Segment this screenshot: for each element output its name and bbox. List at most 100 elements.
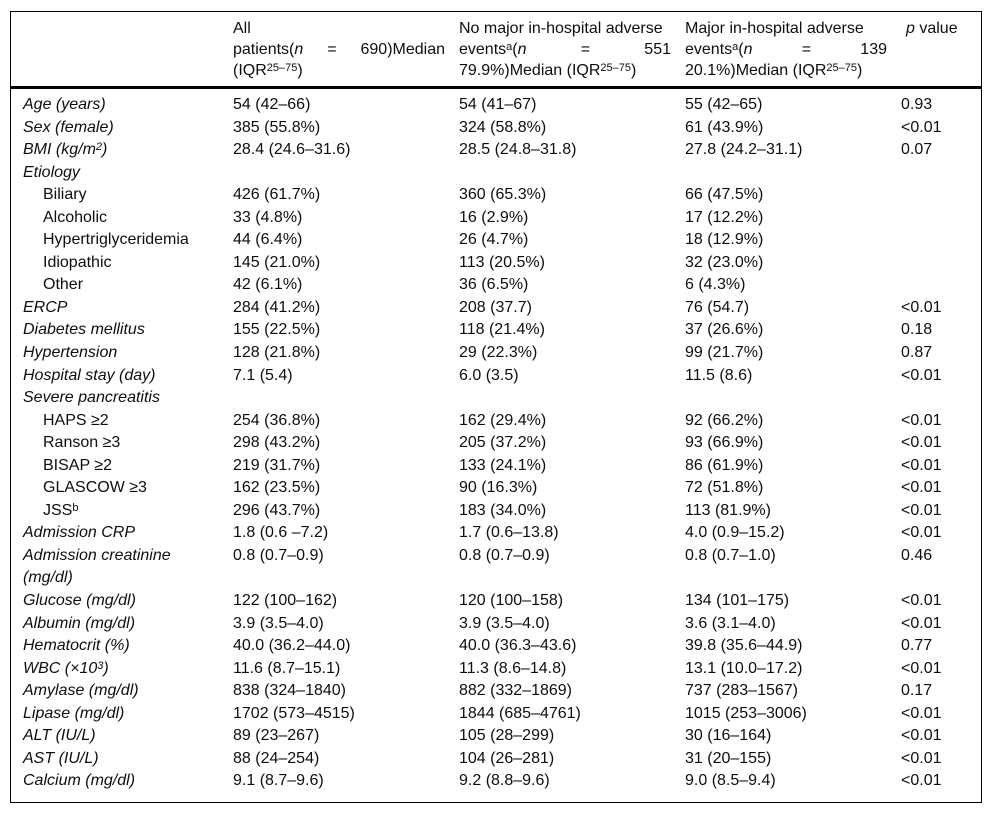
row-label: Severe pancreatitis — [11, 387, 233, 410]
cell-value: 1702 (573–4515) — [233, 704, 355, 722]
table-row: BISAP ≥2 219 (31.7%) 133 (24.1%) 86 (61.9%)… — [11, 455, 981, 478]
cell-value: 27.8 (24.2–31.1) — [685, 141, 803, 159]
table-row: Calcium (mg/dl) 9.1 (8.7–9.6) 9.2 (8.8–9.6… — [11, 770, 981, 793]
cell-value: 72 (51.8%) — [685, 479, 764, 497]
cell-p-value: 0.87 — [901, 344, 933, 362]
cell-value: 54 (42–66) — [233, 96, 311, 113]
table-row: Biliary 426 (61.7%) 360 (65.3%) 66 (47.5%) — [11, 184, 981, 207]
cell-value: 426 (61.7%) — [233, 186, 321, 204]
cell-value: 17 (12.2%) — [685, 208, 764, 226]
cell-value: 838 (324–1840) — [233, 682, 346, 700]
cell-value: 9.0 (8.5–9.4) — [685, 772, 776, 790]
cell-value: 29 (22.3%) — [459, 344, 538, 362]
superscript-text: 25–75 — [266, 62, 298, 74]
text-segment: = 690)Median — [303, 41, 445, 58]
cell-value: 0.8 (0.7–0.9) — [233, 546, 324, 564]
cell-value: 66 (47.5%) — [685, 186, 764, 204]
text-segment: Age (years) — [23, 96, 106, 113]
cell-value: 3.9 (3.5–4.0) — [459, 614, 550, 632]
cell-p-value: <0.01 — [901, 298, 942, 316]
row-label: Hypertriglyceridemia — [11, 229, 233, 252]
text-segment: ) — [102, 141, 108, 159]
table-row: Severe pancreatitis — [11, 387, 981, 410]
table-body: Age (years) 54 (42–66) 54 (41–67) 55 (42–65… — [11, 89, 981, 802]
cell-value: 55 (42–65) — [685, 96, 763, 113]
cell-value: 1.8 (0.6 –7.2) — [233, 524, 329, 542]
cell-value: 31 (20–155) — [685, 749, 772, 767]
row-label: ALT (IU/L) — [11, 725, 233, 748]
cell-p-value: <0.01 — [901, 366, 942, 384]
cell-value: 0.8 (0.7–1.0) — [685, 546, 776, 564]
row-label: Hematocrit (%) — [11, 635, 233, 658]
header-cell-empty — [11, 18, 233, 81]
cell-value: 113 (81.9%) — [685, 501, 771, 519]
cell-value: 183 (34.0%) — [459, 501, 547, 519]
table-row: Etiology — [11, 162, 981, 185]
cell-p-value: 0.46 — [901, 546, 933, 564]
cell-value: 16 (2.9%) — [459, 208, 529, 226]
cell-value: 42 (6.1%) — [233, 276, 303, 294]
cell-value: 118 (21.4%) — [459, 321, 545, 339]
cell-value: 88 (24–254) — [233, 749, 320, 767]
superscript-text: 25–75 — [826, 62, 857, 74]
cell-value: 40.0 (36.3–43.6) — [459, 637, 577, 655]
text-segment: WBC (×10 — [23, 659, 98, 677]
header-line: eventsa(n = 551 — [459, 39, 671, 60]
cell-value: 37 (26.6%) — [685, 321, 764, 339]
cell-value: 18 (12.9%) — [685, 231, 764, 249]
cell-value: 26 (4.7%) — [459, 231, 529, 249]
text-segment: BISAP ≥2 — [43, 456, 112, 474]
superscript-text: a — [732, 41, 739, 53]
header-line: 20.1%)Median (IQR25–75) — [685, 60, 887, 81]
cell-value: 28.4 (24.6–31.6) — [233, 141, 351, 159]
cell-value: 6 (4.3%) — [685, 276, 746, 294]
text-segment: ERCP — [23, 298, 68, 316]
text-segment: Hematocrit (%) — [23, 637, 130, 655]
cell-value: 30 (16–164) — [685, 727, 772, 745]
text-segment: GLASCOW ≥3 — [43, 479, 147, 497]
cell-value: 205 (37.2%) — [459, 434, 547, 452]
cell-p-value: <0.01 — [901, 659, 942, 677]
cell-value: 1.7 (0.6–13.8) — [459, 524, 559, 542]
cell-p-value: 0.18 — [901, 321, 933, 339]
cell-value: 44 (6.4%) — [233, 231, 303, 249]
cell-value: 737 (283–1567) — [685, 682, 798, 700]
cell-value: 284 (41.2%) — [233, 298, 321, 316]
clinical-characteristics-table: All patients(n = 690)Median (IQR25–75) No m… — [10, 11, 982, 803]
cell-value: 0.8 (0.7–0.9) — [459, 546, 550, 564]
cell-value: 92 (66.2%) — [685, 411, 764, 429]
cell-p-value: <0.01 — [901, 704, 942, 722]
header-line: p value — [906, 18, 977, 39]
row-label: Calcium (mg/dl) — [11, 770, 233, 793]
row-label: Hospital stay (day) — [11, 365, 233, 388]
text-segment: Alcoholic — [43, 208, 108, 226]
text-segment: Other — [43, 276, 84, 294]
row-label: Lipase (mg/dl) — [11, 703, 233, 726]
table-row: Admission CRP 1.8 (0.6 –7.2) 1.7 (0.6–13.8… — [11, 522, 981, 545]
text-segment: = 551 — [526, 41, 671, 58]
header-cell-major-adverse-events: Major in-hospital adverse eventsa(n = 139… — [685, 18, 901, 81]
table-row: Idiopathic 145 (21.0%) 113 (20.5%) 32 (23.0… — [11, 252, 981, 275]
table-row: Lipase (mg/dl) 1702 (573–4515) 1844 (685–4… — [11, 703, 981, 726]
cell-value: 90 (16.3%) — [459, 479, 538, 497]
row-label: Sex (female) — [11, 117, 233, 140]
table-row: Age (years) 54 (42–66) 54 (41–67) 55 (42–65… — [11, 94, 981, 117]
text-segment: events — [459, 41, 507, 58]
superscript-text: 2 — [95, 141, 103, 154]
cell-p-value: 0.93 — [901, 96, 933, 113]
row-label: AST (IU/L) — [11, 748, 233, 771]
text-segment: (mg/dl) — [23, 569, 73, 587]
text-segment: Amylase (mg/dl) — [23, 682, 139, 700]
row-label: HAPS ≥2 — [11, 410, 233, 433]
row-label: ERCP — [11, 297, 233, 320]
cell-p-value: <0.01 — [901, 434, 942, 452]
table-row: Amylase (mg/dl) 838 (324–1840) 882 (332–18… — [11, 680, 981, 703]
cell-value: 61 (43.9%) — [685, 118, 764, 136]
cell-value: 9.2 (8.8–9.6) — [459, 772, 550, 790]
cell-value: 133 (24.1%) — [459, 456, 547, 474]
cell-value: 298 (43.2%) — [233, 434, 321, 452]
row-label: Hypertension — [11, 342, 233, 365]
text-segment: (IQR — [233, 62, 267, 79]
row-label: Idiopathic — [11, 252, 233, 275]
cell-value: 208 (37.7) — [459, 298, 532, 316]
